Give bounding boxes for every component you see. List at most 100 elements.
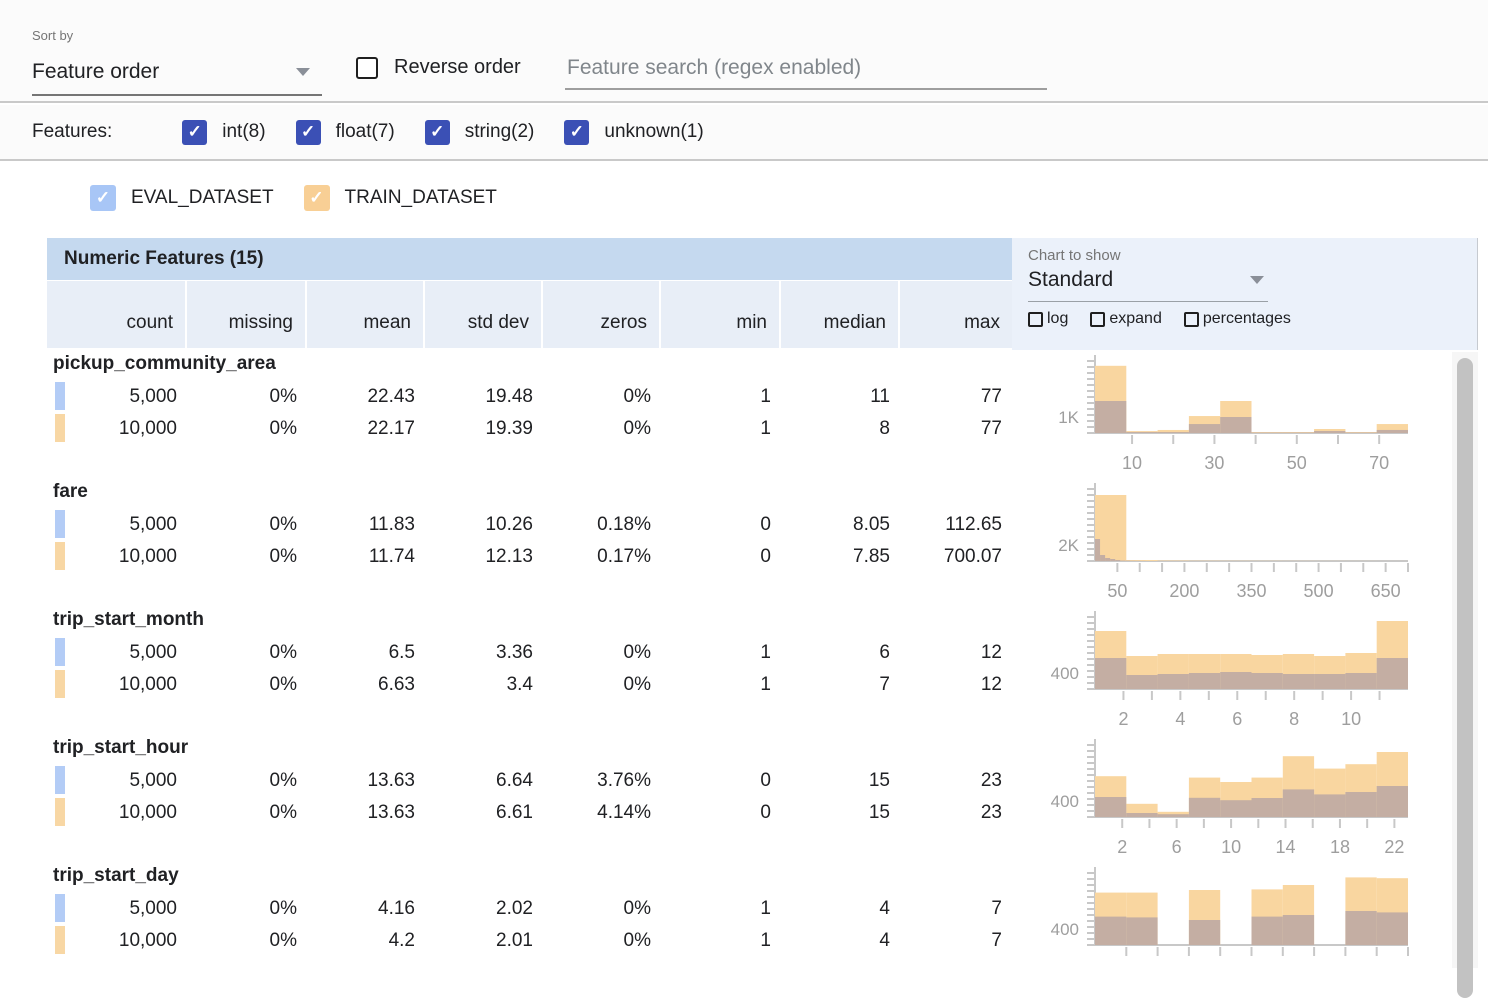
percentages-checkbox[interactable]: percentages xyxy=(1184,310,1291,328)
filter-unknown[interactable]: ✓ unknown(1) xyxy=(564,120,703,145)
col-missing: missing xyxy=(187,281,307,348)
stat-count: 5,000 xyxy=(47,642,187,664)
search-input[interactable] xyxy=(565,46,1047,90)
expand-checkbox[interactable]: expand xyxy=(1090,310,1162,328)
x-axis-tick-label: 70 xyxy=(1369,453,1389,473)
stat-median: 8 xyxy=(781,418,900,440)
x-axis-tick-label: 50 xyxy=(1107,581,1127,601)
toolbar: Sort by Feature order Reverse order xyxy=(0,0,1488,103)
feature-name: pickup_community_area xyxy=(53,353,276,375)
stat-min: 0 xyxy=(661,514,781,536)
stat-median: 8.05 xyxy=(781,514,900,536)
stat-max: 7 xyxy=(900,898,1012,920)
dataset-toggle-eval[interactable]: ✓ EVAL_DATASET xyxy=(90,185,274,211)
filter-float-label: float(7) xyxy=(336,121,395,143)
stat-zeros: 0% xyxy=(543,642,661,664)
stat-std-dev: 3.4 xyxy=(425,674,543,696)
col-zeros: zeros xyxy=(543,281,661,348)
stats-column-headers: count missing mean std dev zeros min med… xyxy=(47,281,1012,348)
feature-search xyxy=(565,46,1047,90)
filter-string[interactable]: ✓ string(2) xyxy=(425,120,535,145)
stat-max: 12 xyxy=(900,674,1012,696)
checkbox-checked-icon: ✓ xyxy=(564,120,589,145)
col-max: max xyxy=(900,281,1012,348)
x-axis-tick-label: 10 xyxy=(1341,709,1361,729)
x-axis-tick-label: 50 xyxy=(1287,453,1307,473)
stat-std-dev: 19.39 xyxy=(425,418,543,440)
chart-type-value: Standard xyxy=(1028,268,1113,292)
x-axis-tick-label: 200 xyxy=(1169,581,1199,601)
chevron-down-icon xyxy=(296,68,310,76)
stat-zeros: 3.76% xyxy=(543,770,661,792)
scrollbar-thumb[interactable] xyxy=(1457,358,1473,998)
chart-type-select[interactable]: Standard xyxy=(1028,264,1268,302)
col-min: min xyxy=(661,281,781,348)
stat-std-dev: 10.26 xyxy=(425,514,543,536)
stat-median: 4 xyxy=(781,898,900,920)
stat-max: 23 xyxy=(900,770,1012,792)
stat-median: 7 xyxy=(781,674,900,696)
reverse-order-checkbox[interactable]: Reverse order xyxy=(356,56,521,79)
x-axis-tick-label: 8 xyxy=(1289,709,1299,729)
filter-string-label: string(2) xyxy=(465,121,535,143)
chart-controls: Chart to show Standard log expand percen… xyxy=(1012,238,1478,350)
x-axis-tick-label: 6 xyxy=(1172,837,1182,857)
stat-missing: 0% xyxy=(187,386,307,408)
col-stddev: std dev xyxy=(425,281,543,348)
train-dataset-label: TRAIN_DATASET xyxy=(345,187,497,209)
stat-min: 0 xyxy=(661,802,781,824)
stat-count: 5,000 xyxy=(47,770,187,792)
stat-max: 700.07 xyxy=(900,546,1012,568)
stat-zeros: 0.18% xyxy=(543,514,661,536)
stat-min: 1 xyxy=(661,418,781,440)
stat-count: 10,000 xyxy=(47,930,187,952)
stat-std-dev: 19.48 xyxy=(425,386,543,408)
stat-missing: 0% xyxy=(187,514,307,536)
feature-name: trip_start_day xyxy=(53,865,179,887)
sort-by-select[interactable]: Feature order xyxy=(32,50,322,96)
filter-float[interactable]: ✓ float(7) xyxy=(296,120,395,145)
stat-mean: 4.16 xyxy=(307,898,425,920)
stat-median: 6 xyxy=(781,642,900,664)
dataset-toggle-train[interactable]: ✓ TRAIN_DATASET xyxy=(304,185,497,211)
stat-min: 1 xyxy=(661,386,781,408)
stat-mean: 22.17 xyxy=(307,418,425,440)
filter-int[interactable]: ✓ int(8) xyxy=(182,120,265,145)
sort-by-value: Feature order xyxy=(32,60,159,84)
stat-mean: 4.2 xyxy=(307,930,425,952)
stat-max: 77 xyxy=(900,418,1012,440)
stat-median: 7.85 xyxy=(781,546,900,568)
stat-min: 1 xyxy=(661,898,781,920)
scrollbar-track[interactable] xyxy=(1452,352,1478,968)
stat-min: 1 xyxy=(661,930,781,952)
numeric-features-header: Numeric Features (15) xyxy=(47,238,1012,280)
sort-by-label: Sort by xyxy=(32,28,73,43)
stat-min: 1 xyxy=(661,674,781,696)
log-checkbox[interactable]: log xyxy=(1028,310,1068,328)
reverse-order-label: Reverse order xyxy=(394,56,521,79)
checkbox-unchecked-icon xyxy=(356,57,378,79)
stat-std-dev: 6.61 xyxy=(425,802,543,824)
checkbox-unchecked-icon xyxy=(1090,312,1105,327)
x-axis-tick-label: 4 xyxy=(1175,709,1185,729)
stat-zeros: 0% xyxy=(543,386,661,408)
stat-count: 10,000 xyxy=(47,674,187,696)
x-axis-tick-label: 10 xyxy=(1122,453,1142,473)
stat-count: 10,000 xyxy=(47,418,187,440)
feature-name: fare xyxy=(53,481,88,503)
filters-label: Features: xyxy=(32,121,112,143)
stat-missing: 0% xyxy=(187,642,307,664)
stat-max: 12 xyxy=(900,642,1012,664)
x-axis-tick-label: 30 xyxy=(1204,453,1224,473)
stat-missing: 0% xyxy=(187,546,307,568)
